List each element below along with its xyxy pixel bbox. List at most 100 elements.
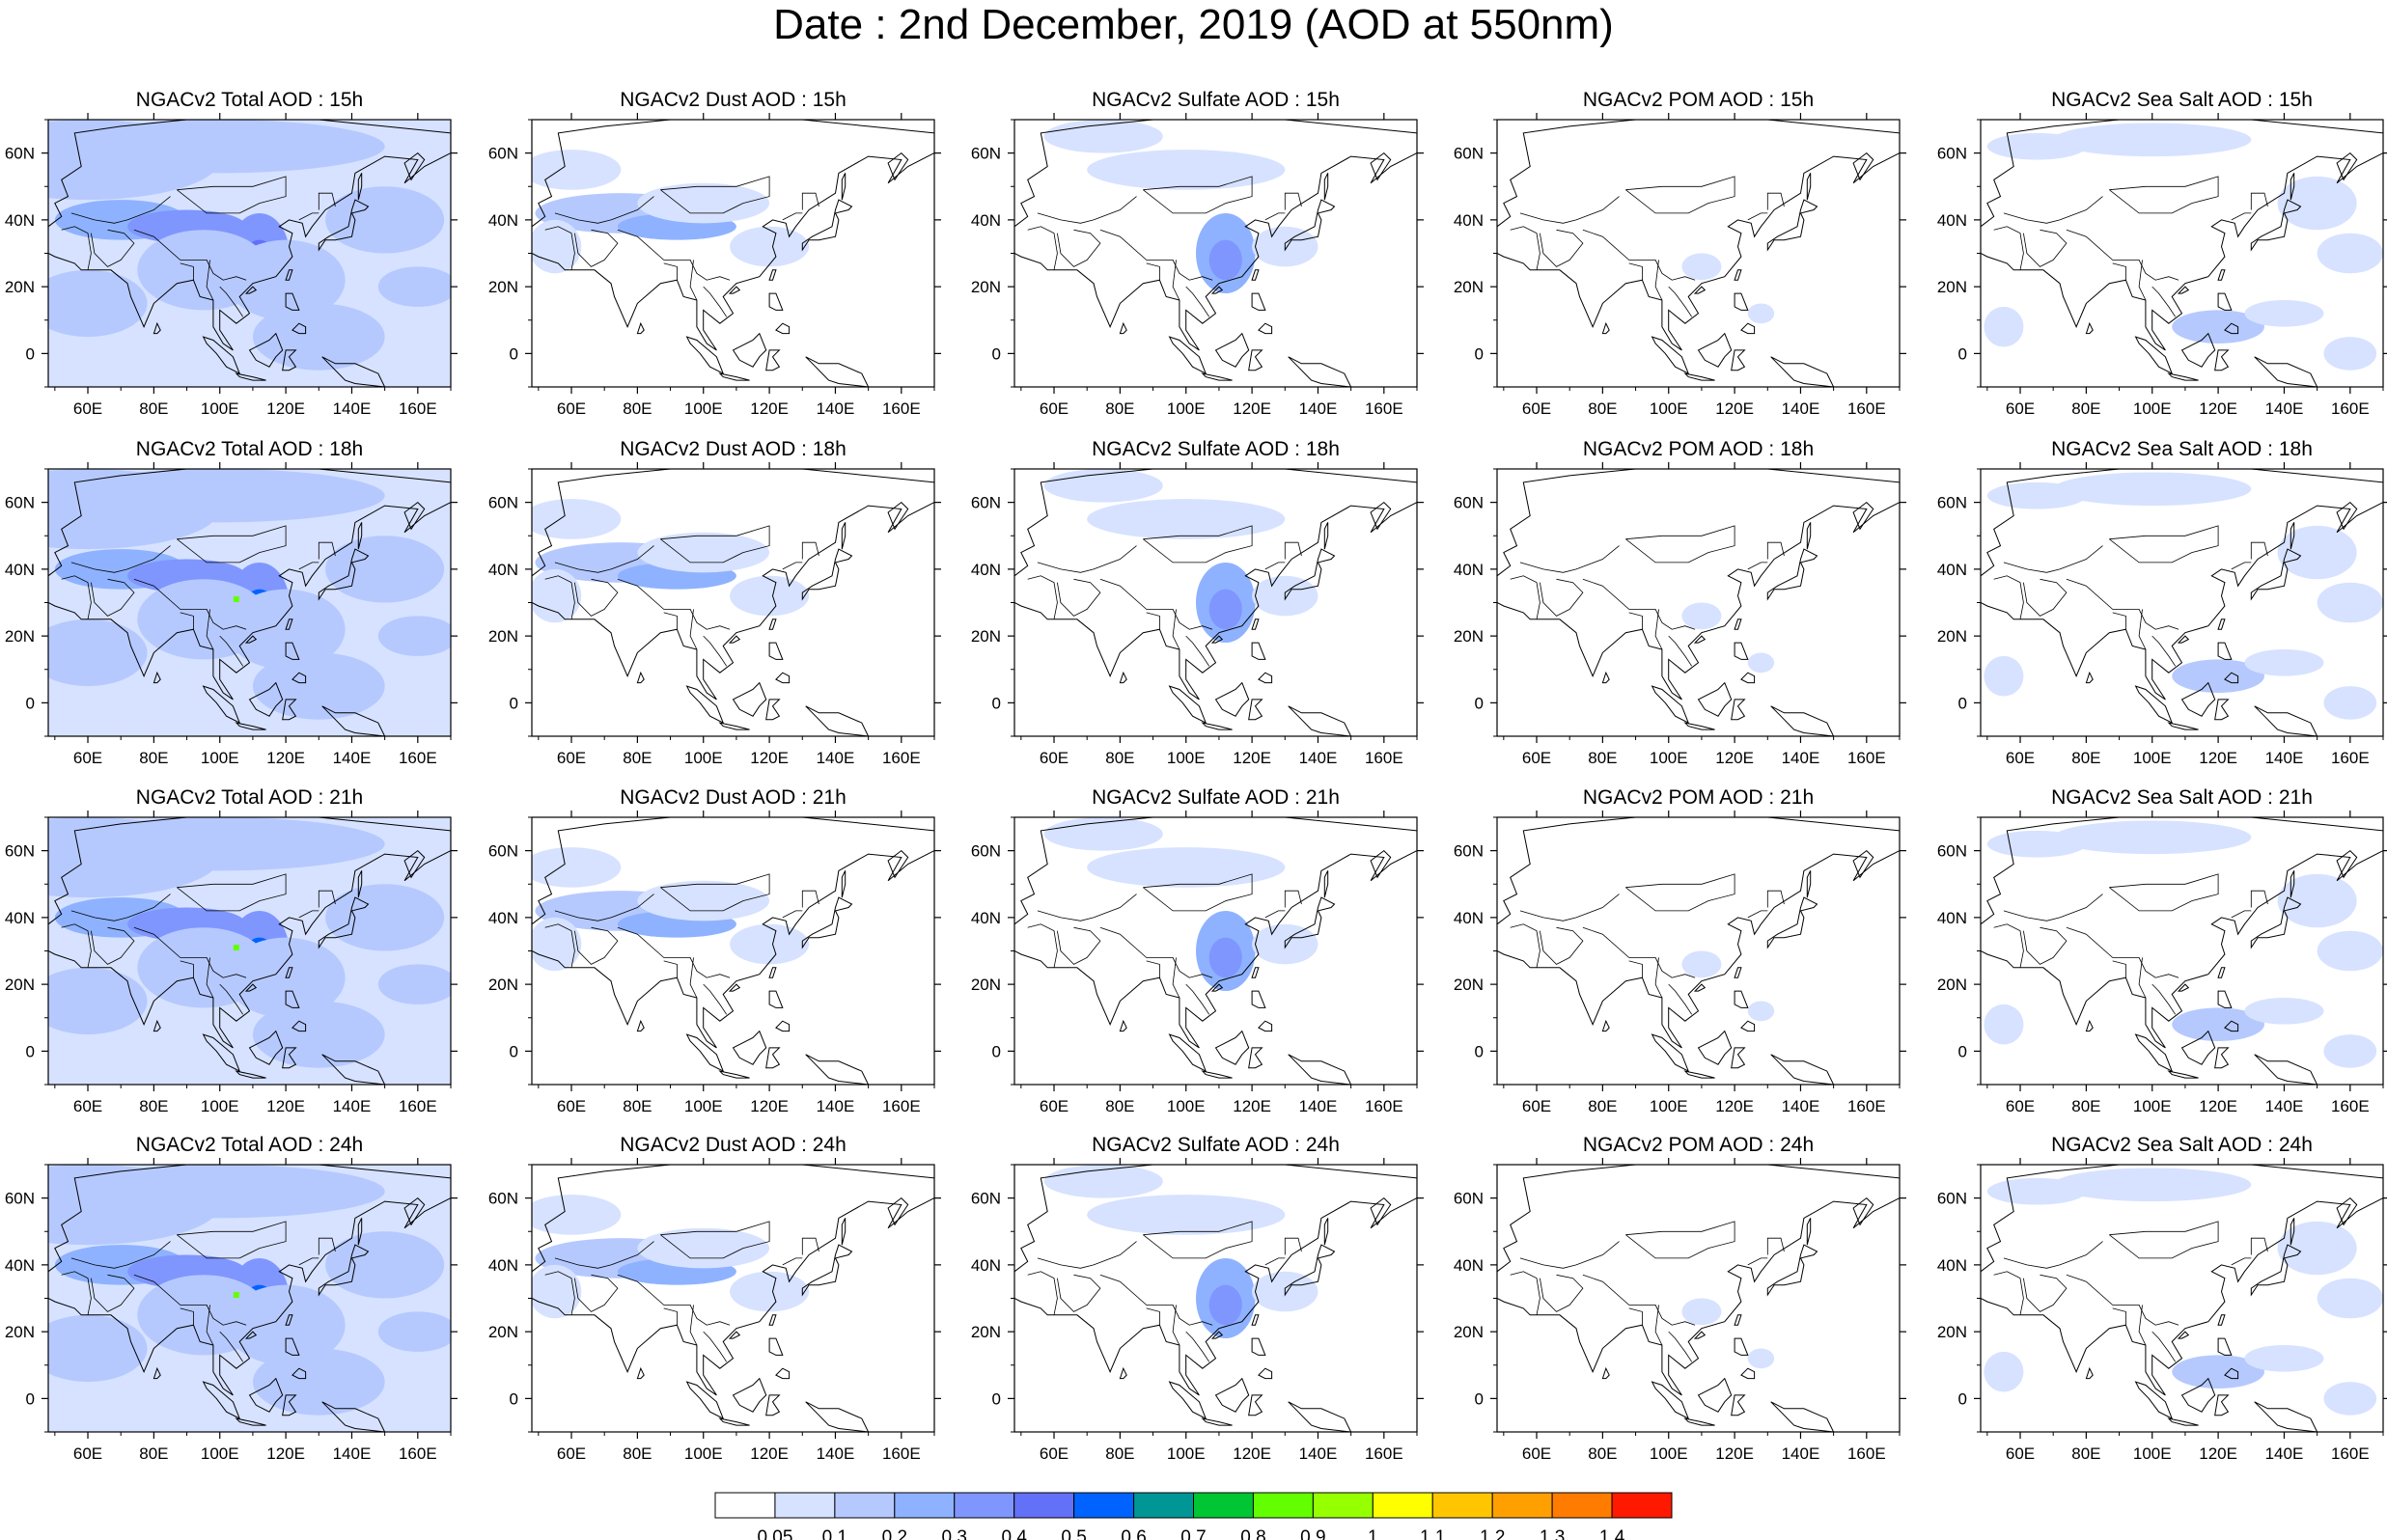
lon-tick-label: 80E xyxy=(2071,1097,2100,1115)
aod-field xyxy=(532,499,810,623)
lon-tick-label: 140E xyxy=(817,1444,855,1463)
panel-title: NGACv2 Sulfate AOD : 24h xyxy=(1092,1134,1340,1156)
coastlines xyxy=(48,817,451,1085)
lat-tick-label: 40N xyxy=(488,1256,518,1275)
map-plot: 60E 80E 100E 120E 140E 160E 60N 40N 20N 0 xyxy=(5,811,458,1115)
lat-tick-label: 40N xyxy=(1454,909,1484,927)
aod-blob xyxy=(377,964,451,1004)
lon-tick-label: 140E xyxy=(333,749,372,767)
coastlines xyxy=(1981,1165,2383,1432)
panel-title: NGACv2 Total AOD : 18h xyxy=(135,438,364,460)
lat-tick-label: 20N xyxy=(971,627,1001,646)
lat-tick-label: 20N xyxy=(488,627,518,646)
lat-tick-label: 0 xyxy=(1958,1042,1967,1060)
aod-field xyxy=(48,469,451,736)
lat-tick-label: 60N xyxy=(971,1190,1001,1208)
lat-tick-label: 60N xyxy=(488,842,518,861)
panel-title: NGACv2 Dust AOD : 21h xyxy=(620,786,847,809)
map-plot: 60E 80E 100E 120E 140E 160E 60N 40N 20N 0 xyxy=(488,1158,941,1463)
aod-blob xyxy=(137,579,270,660)
aod-blob xyxy=(1747,1001,1775,1022)
map-panel-sulfate-18h: NGACv2 Sulfate AOD : 18h 60E 80E 100E 120E 14… xyxy=(957,437,1475,772)
lon-tick-label: 160E xyxy=(1847,749,1886,767)
map-plot: 60E 80E 100E 120E 140E 160E 60N 40N 20N 0 xyxy=(5,1158,458,1463)
lon-tick-label: 100E xyxy=(201,749,239,767)
lat-tick-label: 60N xyxy=(5,494,35,512)
coastlines xyxy=(532,1165,934,1432)
map-panel-dust-15h: NGACv2 Dust AOD : 15h 60E 80E 100E 120E 140E 1… xyxy=(474,88,992,423)
map-plot: 60E 80E 100E 120E 140E 160E 60N 40N 20N 0 xyxy=(971,811,1424,1115)
map-plot: 60E 80E 100E 120E 140E 160E 60N 40N 20N 0 xyxy=(1454,811,1906,1115)
lon-tick-label: 140E xyxy=(1299,1097,1338,1115)
lon-tick-label: 160E xyxy=(2331,399,2370,418)
lon-tick-label: 60E xyxy=(73,1097,102,1115)
panel-title: NGACv2 Total AOD : 24h xyxy=(135,1134,364,1156)
aod-field xyxy=(1043,1165,1318,1339)
panel-title: NGACv2 Dust AOD : 15h xyxy=(620,89,847,111)
lon-tick-label: 160E xyxy=(882,1097,921,1115)
lat-tick-label: 40N xyxy=(1937,1256,1967,1275)
lon-tick-label: 140E xyxy=(1299,399,1338,418)
lon-tick-label: 140E xyxy=(1782,1444,1820,1463)
lon-tick-label: 80E xyxy=(2071,749,2100,767)
aod-blob xyxy=(2277,1221,2357,1276)
lon-tick-label: 60E xyxy=(1040,749,1069,767)
lon-tick-label: 80E xyxy=(1105,749,1134,767)
lat-tick-label: 0 xyxy=(1475,694,1484,712)
aod-blob xyxy=(532,568,582,623)
lon-tick-label: 100E xyxy=(2133,1097,2172,1115)
map-panel-seasalt-24h: NGACv2 Sea Salt AOD : 24h 60E 80E 100E 120E 1… xyxy=(1923,1133,2387,1468)
aod-blob xyxy=(2244,997,2324,1025)
aod-blob xyxy=(1681,253,1722,281)
lon-tick-label: 160E xyxy=(2331,749,2370,767)
aod-blob xyxy=(637,1227,770,1269)
map-plot: 60E 80E 100E 120E 140E 160E 60N 40N 20N 0 xyxy=(971,462,1424,767)
lat-tick-label: 40N xyxy=(488,561,518,579)
aod-blob xyxy=(2172,310,2264,344)
map-panel-total-21h: NGACv2 Total AOD : 21h 60E 80E 100E 120E 140E… xyxy=(0,785,509,1120)
aod-blob xyxy=(48,967,148,1035)
panel-title: NGACv2 Sea Salt AOD : 15h xyxy=(2051,89,2313,111)
lat-tick-label: 0 xyxy=(510,1389,518,1408)
aod-blob xyxy=(2317,582,2383,623)
lon-tick-label: 100E xyxy=(2133,1444,2172,1463)
map-plot: 60E 80E 100E 120E 140E 160E 60N 40N 20N 0 xyxy=(1454,462,1906,767)
panel-title: NGACv2 POM AOD : 24h xyxy=(1582,1134,1815,1156)
map-panel-pom-18h: NGACv2 POM AOD : 18h 60E 80E 100E 120E 140E 16… xyxy=(1439,437,1957,772)
lat-tick-label: 20N xyxy=(1937,627,1967,646)
lon-tick-label: 60E xyxy=(2006,1444,2035,1463)
aod-blob xyxy=(1984,1004,2024,1045)
map-panel-total-15h: NGACv2 Total AOD : 15h 60E 80E 100E 120E 140E… xyxy=(0,88,509,423)
aod-field xyxy=(1681,950,1775,1022)
lat-tick-label: 40N xyxy=(5,1256,35,1275)
aod-blob xyxy=(2323,1382,2377,1416)
lat-tick-label: 0 xyxy=(26,344,35,363)
aod-blob xyxy=(1747,303,1775,324)
aod-blob xyxy=(1208,589,1242,630)
panel-title: NGACv2 Sulfate AOD : 21h xyxy=(1092,786,1340,809)
lon-tick-label: 140E xyxy=(1782,399,1820,418)
lon-tick-label: 160E xyxy=(399,1097,437,1115)
coastlines xyxy=(532,120,934,387)
lat-tick-label: 40N xyxy=(971,211,1001,230)
lon-tick-label: 140E xyxy=(2265,1444,2304,1463)
lon-tick-label: 80E xyxy=(623,749,652,767)
lon-tick-label: 100E xyxy=(201,1097,239,1115)
coastlines xyxy=(1981,120,2383,387)
aod-blob xyxy=(532,1264,582,1319)
aod-blob xyxy=(1681,1298,1722,1326)
aod-blob xyxy=(1681,602,1722,630)
lat-tick-label: 20N xyxy=(971,278,1001,296)
aod-blob xyxy=(1747,652,1775,674)
lon-tick-label: 60E xyxy=(1040,399,1069,418)
lon-tick-label: 60E xyxy=(73,399,102,418)
lat-tick-label: 40N xyxy=(1937,561,1967,579)
lon-tick-label: 80E xyxy=(1105,1097,1134,1115)
lat-tick-label: 60N xyxy=(971,494,1001,512)
lon-tick-label: 60E xyxy=(557,749,586,767)
map-frame xyxy=(1496,119,1901,388)
coastlines xyxy=(532,469,934,736)
lon-tick-label: 60E xyxy=(73,749,102,767)
aod-blob xyxy=(2244,299,2324,327)
aod-blob xyxy=(54,469,385,523)
